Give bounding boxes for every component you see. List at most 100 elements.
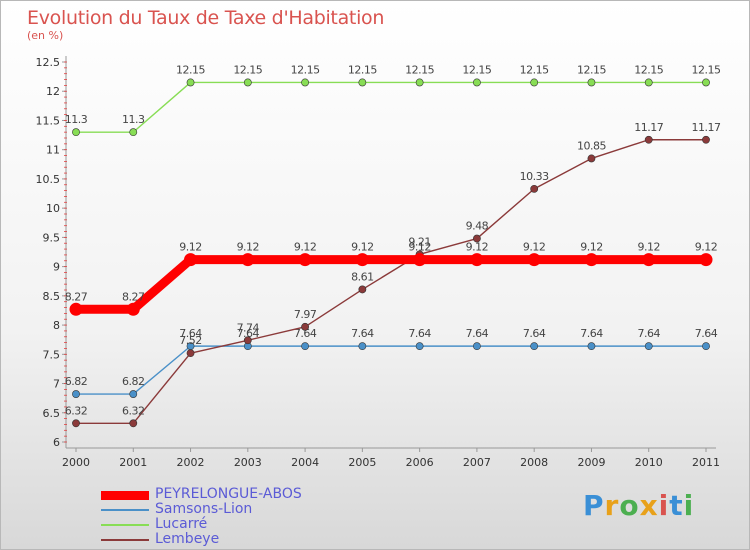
data-label: 9.12	[294, 241, 317, 254]
proxiti-logo: Proxiti	[583, 489, 695, 522]
data-point	[129, 128, 138, 137]
data-point	[415, 78, 424, 87]
legend-label: PEYRELONGUE-ABOS	[155, 486, 302, 502]
data-label: 11.3	[122, 113, 145, 126]
y-tick-label: 8	[53, 319, 60, 332]
data-point	[530, 342, 539, 351]
data-label: 9.12	[523, 241, 546, 254]
data-label: 8.27	[122, 290, 145, 303]
data-label: 9.12	[179, 241, 202, 254]
data-label: 7.64	[351, 327, 374, 340]
data-label: 12.15	[462, 63, 491, 76]
legend-swatch	[101, 490, 149, 500]
data-point	[243, 336, 252, 345]
data-label: 9.12	[237, 241, 260, 254]
data-point	[587, 342, 596, 351]
data-label: 8.61	[351, 270, 374, 283]
x-tick-label: 2007	[463, 456, 491, 469]
data-label: 6.82	[65, 375, 88, 388]
data-point	[587, 78, 596, 87]
data-point	[129, 390, 138, 398]
data-label: 12.15	[520, 63, 549, 76]
y-tick-label: 6.5	[43, 407, 61, 420]
y-tick-label: 12	[46, 85, 60, 98]
data-label: 7.64	[237, 327, 260, 340]
data-label: 7.74	[237, 321, 260, 334]
data-point	[473, 234, 481, 243]
y-tick-label: 6	[53, 436, 60, 449]
data-label: 7.64	[466, 327, 489, 340]
data-point	[126, 302, 140, 316]
data-point	[530, 184, 539, 193]
legend-label: Samsons-Lion	[155, 501, 253, 517]
y-tick-label: 7	[53, 378, 60, 391]
data-point	[129, 419, 138, 428]
data-label: 9.12	[466, 241, 489, 254]
data-label: 7.64	[408, 327, 431, 340]
y-tick-label: 12.5	[36, 56, 61, 69]
data-point	[530, 78, 539, 87]
data-label: 6.32	[65, 404, 88, 417]
data-label: 10.33	[520, 170, 549, 183]
x-tick-label: 2009	[577, 456, 605, 469]
legend-label: Lembeye	[155, 531, 220, 547]
chart-subtitle: (en %)	[27, 29, 64, 42]
data-label: 12.15	[692, 63, 721, 76]
data-point	[584, 253, 598, 267]
data-label: 12.15	[233, 63, 262, 76]
legend-swatch	[101, 524, 149, 526]
data-point	[301, 322, 309, 331]
chart-title: Evolution du Taux de Taxe d'Habitation	[27, 7, 385, 29]
data-point	[72, 128, 80, 137]
x-tick-label: 2000	[62, 456, 90, 469]
data-label: 12.15	[348, 63, 377, 76]
data-point	[527, 253, 541, 267]
y-tick-label: 11.5	[36, 114, 61, 127]
x-tick-label: 2006	[406, 456, 434, 469]
x-tick-label: 2004	[291, 456, 319, 469]
data-label: 9.21	[408, 235, 431, 248]
x-tick-label: 2005	[348, 456, 376, 469]
data-point	[301, 78, 309, 87]
data-label: 9.12	[580, 241, 603, 254]
data-label: 7.52	[179, 334, 202, 347]
y-tick-label: 7.5	[43, 348, 61, 361]
data-point	[473, 78, 481, 87]
data-label: 8.27	[65, 290, 88, 303]
data-point	[413, 253, 427, 267]
data-point	[470, 253, 484, 267]
data-label: 7.97	[294, 308, 317, 321]
x-tick-label: 2002	[177, 456, 205, 469]
data-point	[473, 342, 481, 351]
y-tick-label: 10	[46, 202, 60, 215]
data-label: 9.12	[637, 241, 660, 254]
data-point	[358, 78, 367, 87]
data-point	[186, 349, 195, 358]
x-tick-label: 2011	[692, 456, 720, 469]
data-point	[72, 390, 80, 398]
data-point	[72, 419, 80, 428]
data-point	[642, 253, 656, 267]
data-label: 7.64	[179, 327, 202, 340]
series-line-1	[75, 345, 707, 395]
data-label: 9.12	[408, 241, 431, 254]
data-label: 7.64	[637, 327, 660, 340]
data-point	[699, 253, 713, 267]
data-point	[644, 135, 653, 144]
data-label: 11.17	[692, 121, 721, 134]
data-label: 10.85	[577, 139, 606, 152]
data-label: 6.32	[122, 404, 145, 417]
data-point	[644, 342, 653, 351]
series-line-2	[75, 81, 707, 133]
legend-label: Lucarré	[155, 516, 208, 532]
x-tick-label: 2010	[635, 456, 663, 469]
y-tick-label: 9.5	[43, 231, 61, 244]
data-label: 12.15	[291, 63, 320, 76]
data-label: 11.17	[634, 121, 663, 134]
data-point	[184, 253, 198, 267]
data-label: 12.15	[634, 63, 663, 76]
series-line-0	[71, 255, 711, 314]
data-label: 12.15	[176, 63, 205, 76]
